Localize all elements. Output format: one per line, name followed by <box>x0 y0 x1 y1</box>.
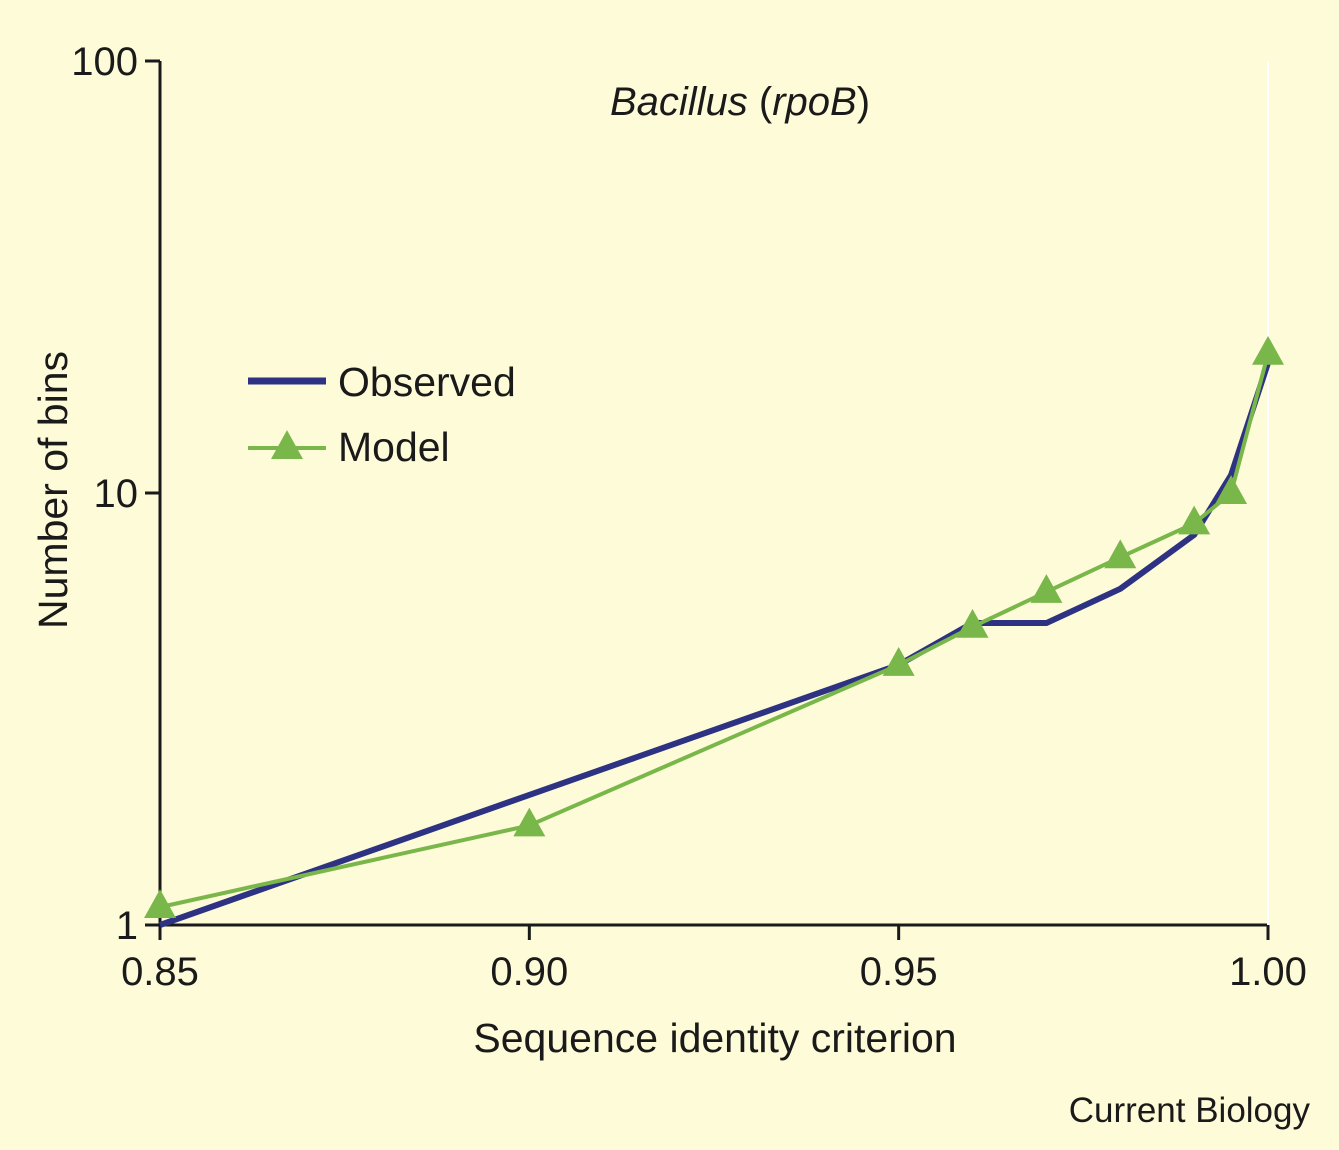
legend-observed-label: Observed <box>338 359 516 405</box>
x-ticks: 0.85 0.90 0.95 1.00 <box>121 925 1307 994</box>
title-close-paren: ) <box>857 80 870 124</box>
x-tick-label: 0.90 <box>490 950 568 994</box>
series-marker-model <box>1252 335 1284 365</box>
legend: Observed Model <box>248 359 516 470</box>
series-marker-model <box>1030 574 1063 603</box>
series-layer <box>144 335 1284 928</box>
series-marker-model <box>513 807 546 837</box>
y-tick-label: 10 <box>94 472 139 516</box>
x-tick-label: 1.00 <box>1229 950 1307 994</box>
legend-model-label: Model <box>338 424 450 470</box>
series-marker-model <box>1178 505 1211 535</box>
legend-model-marker <box>271 430 303 459</box>
title-open-paren: ( <box>748 80 773 124</box>
x-axis-title: Sequence identity criterion <box>473 1015 956 1061</box>
x-tick-label: 0.85 <box>121 950 199 994</box>
series-marker-model <box>882 647 915 676</box>
series-marker-model <box>1215 475 1248 504</box>
y-ticks: 1 10 100 <box>71 40 160 948</box>
series-line-observed <box>159 362 1271 928</box>
chart-title: Bacillus (rpoB) <box>610 80 870 124</box>
y-tick-label: 1 <box>116 904 138 948</box>
title-genus: Bacillus <box>610 80 748 124</box>
credit-label: Current Biology <box>1069 1091 1311 1130</box>
y-tick-label: 100 <box>71 40 138 84</box>
series-line-model <box>159 353 1270 910</box>
series-marker-model <box>144 889 176 919</box>
y-axis-title: Number of bins <box>30 351 76 629</box>
title-gene: rpoB <box>772 80 857 124</box>
series-marker-model <box>956 608 989 638</box>
x-tick-label: 0.95 <box>860 950 938 994</box>
series-marker-model <box>1104 539 1137 569</box>
